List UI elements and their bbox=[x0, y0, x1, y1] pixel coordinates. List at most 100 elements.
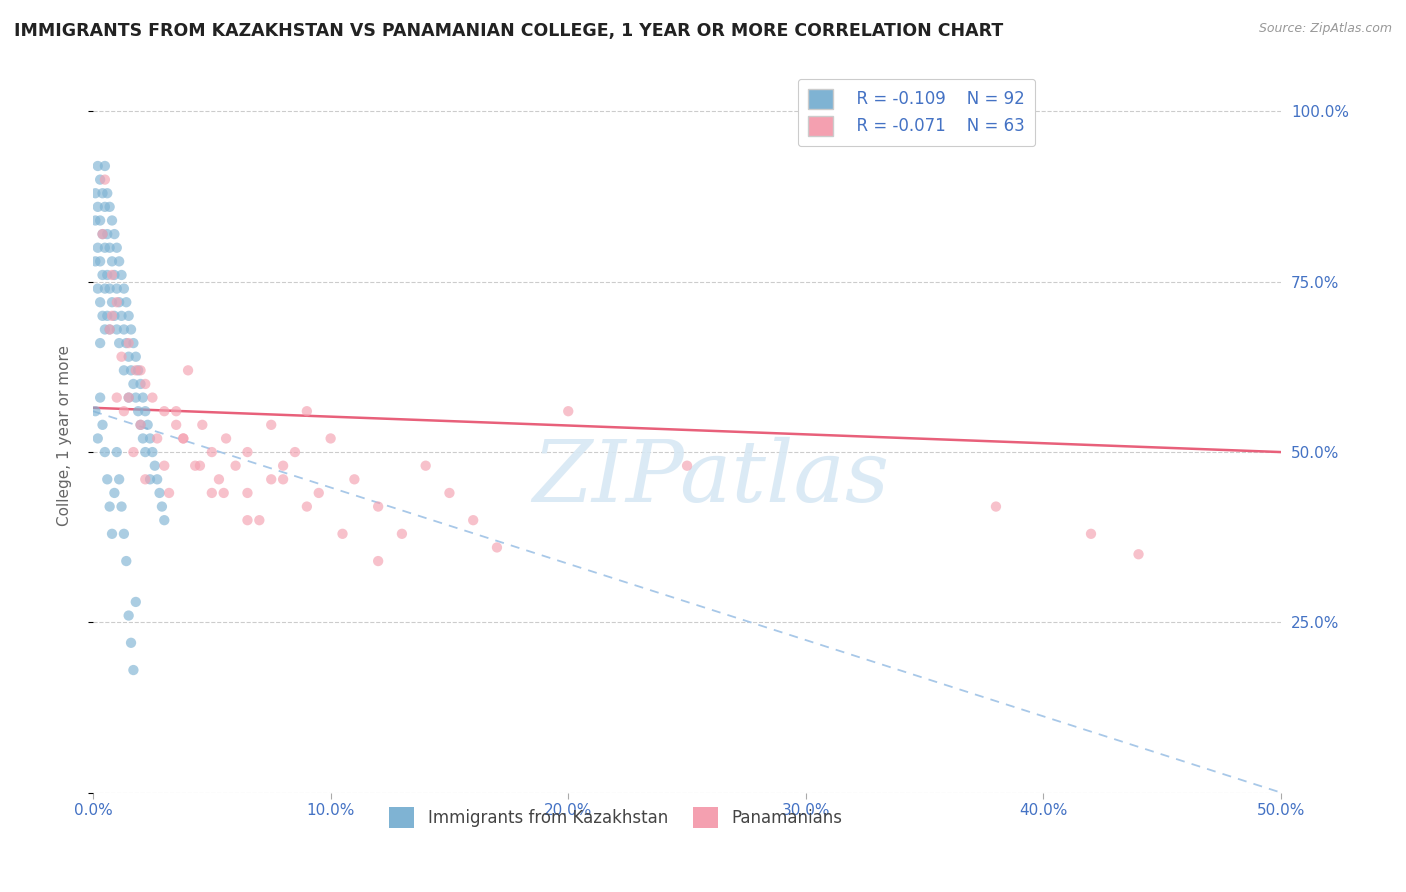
Point bbox=[94, 159, 117, 173]
Point bbox=[101, 295, 124, 310]
Point bbox=[87, 241, 110, 255]
Point bbox=[91, 227, 114, 241]
Point bbox=[89, 254, 111, 268]
Point bbox=[103, 486, 125, 500]
Point bbox=[110, 268, 132, 282]
Point bbox=[136, 417, 159, 432]
Point bbox=[132, 391, 155, 405]
Point bbox=[141, 445, 163, 459]
Point bbox=[391, 526, 413, 541]
Point bbox=[96, 268, 118, 282]
Point bbox=[129, 417, 152, 432]
Point bbox=[105, 241, 128, 255]
Point bbox=[557, 404, 579, 418]
Point bbox=[98, 241, 121, 255]
Point bbox=[103, 227, 125, 241]
Point bbox=[98, 322, 121, 336]
Text: ZIPatlas: ZIPatlas bbox=[533, 436, 890, 519]
Point bbox=[84, 186, 107, 201]
Point bbox=[295, 404, 318, 418]
Point bbox=[319, 432, 342, 446]
Point bbox=[84, 213, 107, 227]
Point bbox=[134, 472, 156, 486]
Point bbox=[141, 391, 163, 405]
Point bbox=[367, 554, 389, 568]
Point bbox=[105, 391, 128, 405]
Point bbox=[112, 322, 135, 336]
Point bbox=[103, 268, 125, 282]
Point bbox=[463, 513, 485, 527]
Point bbox=[134, 445, 156, 459]
Point bbox=[308, 486, 330, 500]
Point bbox=[118, 608, 141, 623]
Point bbox=[108, 336, 131, 351]
Point bbox=[84, 254, 107, 268]
Point bbox=[247, 513, 270, 527]
Point bbox=[112, 404, 135, 418]
Point bbox=[115, 295, 138, 310]
Text: Source: ZipAtlas.com: Source: ZipAtlas.com bbox=[1258, 22, 1392, 36]
Point bbox=[96, 309, 118, 323]
Legend: Immigrants from Kazakhstan, Panamanians: Immigrants from Kazakhstan, Panamanians bbox=[382, 801, 849, 834]
Point bbox=[676, 458, 699, 473]
Point bbox=[127, 404, 149, 418]
Point bbox=[108, 295, 131, 310]
Point bbox=[94, 200, 117, 214]
Point bbox=[139, 472, 162, 486]
Point bbox=[87, 200, 110, 214]
Point bbox=[87, 159, 110, 173]
Point bbox=[115, 554, 138, 568]
Point bbox=[115, 336, 138, 351]
Point bbox=[98, 322, 121, 336]
Point bbox=[485, 541, 508, 555]
Point bbox=[415, 458, 437, 473]
Point bbox=[98, 200, 121, 214]
Point bbox=[139, 432, 162, 446]
Point bbox=[134, 404, 156, 418]
Point bbox=[1080, 526, 1102, 541]
Point bbox=[118, 336, 141, 351]
Point bbox=[87, 432, 110, 446]
Point bbox=[112, 526, 135, 541]
Point bbox=[84, 404, 107, 418]
Point bbox=[236, 513, 259, 527]
Point bbox=[101, 526, 124, 541]
Point bbox=[295, 500, 318, 514]
Point bbox=[89, 336, 111, 351]
Point bbox=[118, 350, 141, 364]
Point bbox=[127, 363, 149, 377]
Point bbox=[367, 500, 389, 514]
Point bbox=[105, 282, 128, 296]
Point bbox=[118, 391, 141, 405]
Point bbox=[98, 282, 121, 296]
Point bbox=[1128, 547, 1150, 561]
Point bbox=[122, 663, 145, 677]
Point bbox=[110, 309, 132, 323]
Point bbox=[146, 432, 169, 446]
Point bbox=[129, 417, 152, 432]
Point bbox=[108, 254, 131, 268]
Point bbox=[165, 417, 187, 432]
Point bbox=[153, 513, 176, 527]
Point bbox=[125, 363, 148, 377]
Point bbox=[208, 472, 231, 486]
Point bbox=[96, 186, 118, 201]
Point bbox=[125, 350, 148, 364]
Point bbox=[110, 350, 132, 364]
Point bbox=[96, 472, 118, 486]
Point bbox=[105, 295, 128, 310]
Point bbox=[215, 432, 238, 446]
Point bbox=[94, 282, 117, 296]
Point bbox=[236, 486, 259, 500]
Point bbox=[201, 486, 224, 500]
Point bbox=[212, 486, 235, 500]
Point bbox=[271, 472, 294, 486]
Point bbox=[165, 404, 187, 418]
Point bbox=[343, 472, 366, 486]
Point bbox=[89, 295, 111, 310]
Point bbox=[94, 241, 117, 255]
Point bbox=[271, 458, 294, 473]
Point bbox=[984, 500, 1007, 514]
Point bbox=[91, 309, 114, 323]
Point bbox=[103, 309, 125, 323]
